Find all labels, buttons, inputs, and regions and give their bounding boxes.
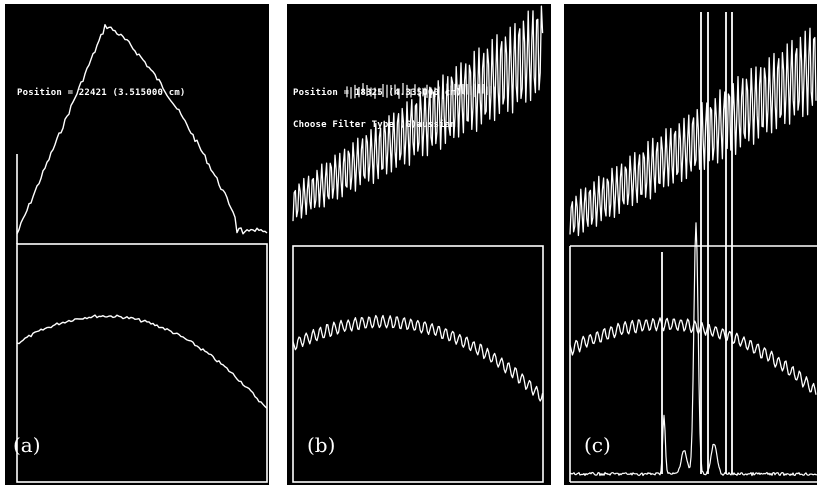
panel-a-traces [16, 24, 268, 483]
upper-trace-b [292, 5, 544, 222]
panel-b: Position = 18325 (4.335000 cm). Choose F… [287, 4, 551, 485]
filter-prompt-b: Choose Filter Type (G)aussian. [293, 120, 462, 130]
panel-c: (c) [564, 4, 817, 485]
lower-frame-b [292, 245, 544, 483]
position-readout-b: Position = 18325 (4.335000 cm). [293, 88, 468, 98]
lower-trace-c [569, 317, 817, 395]
panel-a: Position = 22421 (3.515000 cm) (a) [5, 4, 269, 485]
lower-frame-a [16, 243, 268, 483]
upper-trace-c [569, 27, 817, 237]
fringe-marks-b [346, 83, 496, 99]
panel-label-a: (a) [13, 433, 41, 457]
panel-label-b: (b) [307, 433, 336, 457]
position-readout-a: Position = 22421 (3.515000 cm) [17, 88, 186, 98]
upper-trace-a [16, 24, 268, 235]
lower-trace-b [292, 314, 544, 402]
spectrum-trace-c [569, 222, 817, 477]
panel-c-traces [569, 12, 817, 483]
panel-b-traces [292, 5, 544, 483]
panel-label-c: (c) [584, 433, 611, 457]
lower-trace-a [16, 314, 268, 409]
